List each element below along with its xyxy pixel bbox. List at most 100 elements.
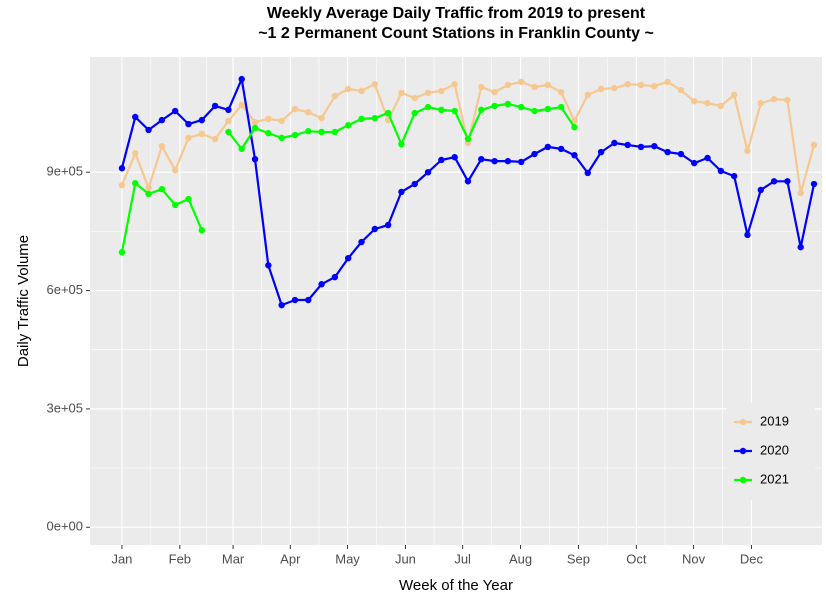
legend-label: 2020 bbox=[760, 442, 789, 457]
x-tick-label: Jan bbox=[111, 551, 132, 566]
data-point bbox=[291, 131, 299, 139]
data-point bbox=[757, 186, 764, 194]
data-point bbox=[344, 254, 352, 262]
data-point bbox=[278, 301, 285, 309]
data-point bbox=[597, 85, 605, 93]
data-point bbox=[677, 150, 685, 158]
data-point bbox=[651, 142, 658, 150]
data-point bbox=[411, 109, 418, 117]
data-point bbox=[305, 109, 312, 116]
data-point bbox=[211, 102, 219, 110]
data-point bbox=[504, 100, 512, 108]
data-point bbox=[265, 129, 272, 137]
data-point bbox=[384, 221, 392, 229]
data-point bbox=[717, 167, 725, 175]
data-point bbox=[398, 188, 405, 196]
data-point bbox=[438, 106, 445, 114]
data-point bbox=[491, 88, 498, 96]
data-point bbox=[518, 78, 525, 86]
data-point bbox=[278, 134, 285, 142]
data-point bbox=[398, 140, 405, 148]
data-point bbox=[664, 78, 671, 86]
data-point bbox=[717, 102, 725, 110]
data-point bbox=[158, 185, 166, 193]
data-point bbox=[251, 155, 259, 163]
data-point bbox=[770, 96, 778, 103]
data-point bbox=[691, 97, 698, 105]
data-point bbox=[531, 107, 538, 115]
x-tick-label: Oct bbox=[626, 551, 647, 566]
data-point bbox=[464, 178, 472, 185]
x-tick-label: Mar bbox=[222, 551, 245, 566]
data-point bbox=[531, 83, 538, 91]
data-point bbox=[451, 154, 458, 161]
data-point bbox=[464, 135, 472, 143]
x-tick-label: Dec bbox=[740, 551, 764, 566]
data-point bbox=[810, 180, 818, 188]
y-tick-label: 0e+00 bbox=[46, 519, 83, 534]
x-tick-label: May bbox=[335, 551, 360, 566]
data-point bbox=[411, 180, 418, 188]
data-point bbox=[451, 81, 458, 88]
data-point bbox=[118, 165, 126, 172]
legend-point bbox=[739, 447, 747, 455]
data-point bbox=[730, 91, 738, 99]
data-point bbox=[331, 92, 339, 100]
data-point bbox=[611, 84, 618, 92]
data-point bbox=[730, 172, 738, 180]
x-tick-label: Jul bbox=[454, 551, 471, 566]
data-point bbox=[651, 82, 658, 90]
x-tick-label: Sep bbox=[567, 551, 590, 566]
data-point bbox=[211, 135, 219, 143]
data-point bbox=[744, 231, 751, 239]
data-point bbox=[531, 150, 538, 158]
data-point bbox=[145, 190, 152, 198]
data-point bbox=[291, 296, 299, 304]
data-point bbox=[597, 148, 605, 156]
data-point bbox=[371, 81, 379, 88]
data-point bbox=[637, 81, 645, 89]
data-point bbox=[185, 195, 192, 203]
data-point bbox=[171, 201, 179, 209]
data-point bbox=[225, 106, 232, 114]
data-point bbox=[411, 94, 418, 102]
data-point bbox=[478, 83, 485, 91]
data-point bbox=[557, 88, 565, 96]
data-point bbox=[424, 89, 432, 97]
data-point bbox=[305, 296, 312, 304]
data-point bbox=[171, 107, 179, 115]
data-point bbox=[491, 102, 498, 110]
data-point bbox=[265, 262, 272, 269]
data-point bbox=[384, 109, 392, 117]
legend-point bbox=[739, 476, 747, 484]
x-tick-label: Apr bbox=[280, 551, 301, 566]
data-point bbox=[318, 114, 325, 122]
data-point bbox=[371, 114, 379, 122]
data-point bbox=[278, 117, 285, 125]
data-point bbox=[664, 148, 671, 156]
data-point bbox=[358, 115, 365, 123]
data-point bbox=[238, 75, 245, 83]
data-point bbox=[744, 147, 751, 155]
data-point bbox=[145, 184, 152, 192]
data-point bbox=[344, 85, 352, 93]
data-point bbox=[504, 81, 512, 89]
data-point bbox=[637, 143, 645, 151]
data-point bbox=[291, 105, 299, 113]
data-point bbox=[225, 128, 232, 136]
data-point bbox=[358, 87, 365, 95]
y-tick-label: 9e+05 bbox=[46, 164, 83, 179]
data-point bbox=[624, 141, 631, 149]
data-point bbox=[584, 91, 591, 99]
y-tick-label: 6e+05 bbox=[46, 282, 83, 297]
data-point bbox=[757, 99, 764, 107]
data-point bbox=[584, 169, 591, 177]
data-point bbox=[158, 116, 166, 124]
data-point bbox=[318, 128, 325, 136]
y-axis-label: Daily Traffic Volume bbox=[15, 235, 32, 367]
data-point bbox=[451, 107, 458, 115]
data-point bbox=[504, 157, 512, 165]
data-point bbox=[704, 154, 711, 162]
data-point bbox=[784, 96, 791, 104]
data-point bbox=[518, 103, 525, 111]
